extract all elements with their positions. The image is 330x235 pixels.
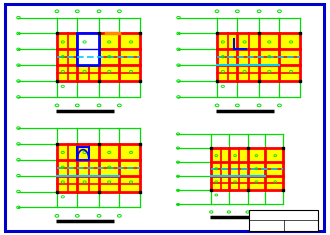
Bar [211,148,283,190]
Bar [57,34,140,81]
Bar [77,147,89,160]
Bar [77,34,99,65]
Bar [57,144,140,192]
Bar [249,210,318,231]
Bar [217,34,300,81]
